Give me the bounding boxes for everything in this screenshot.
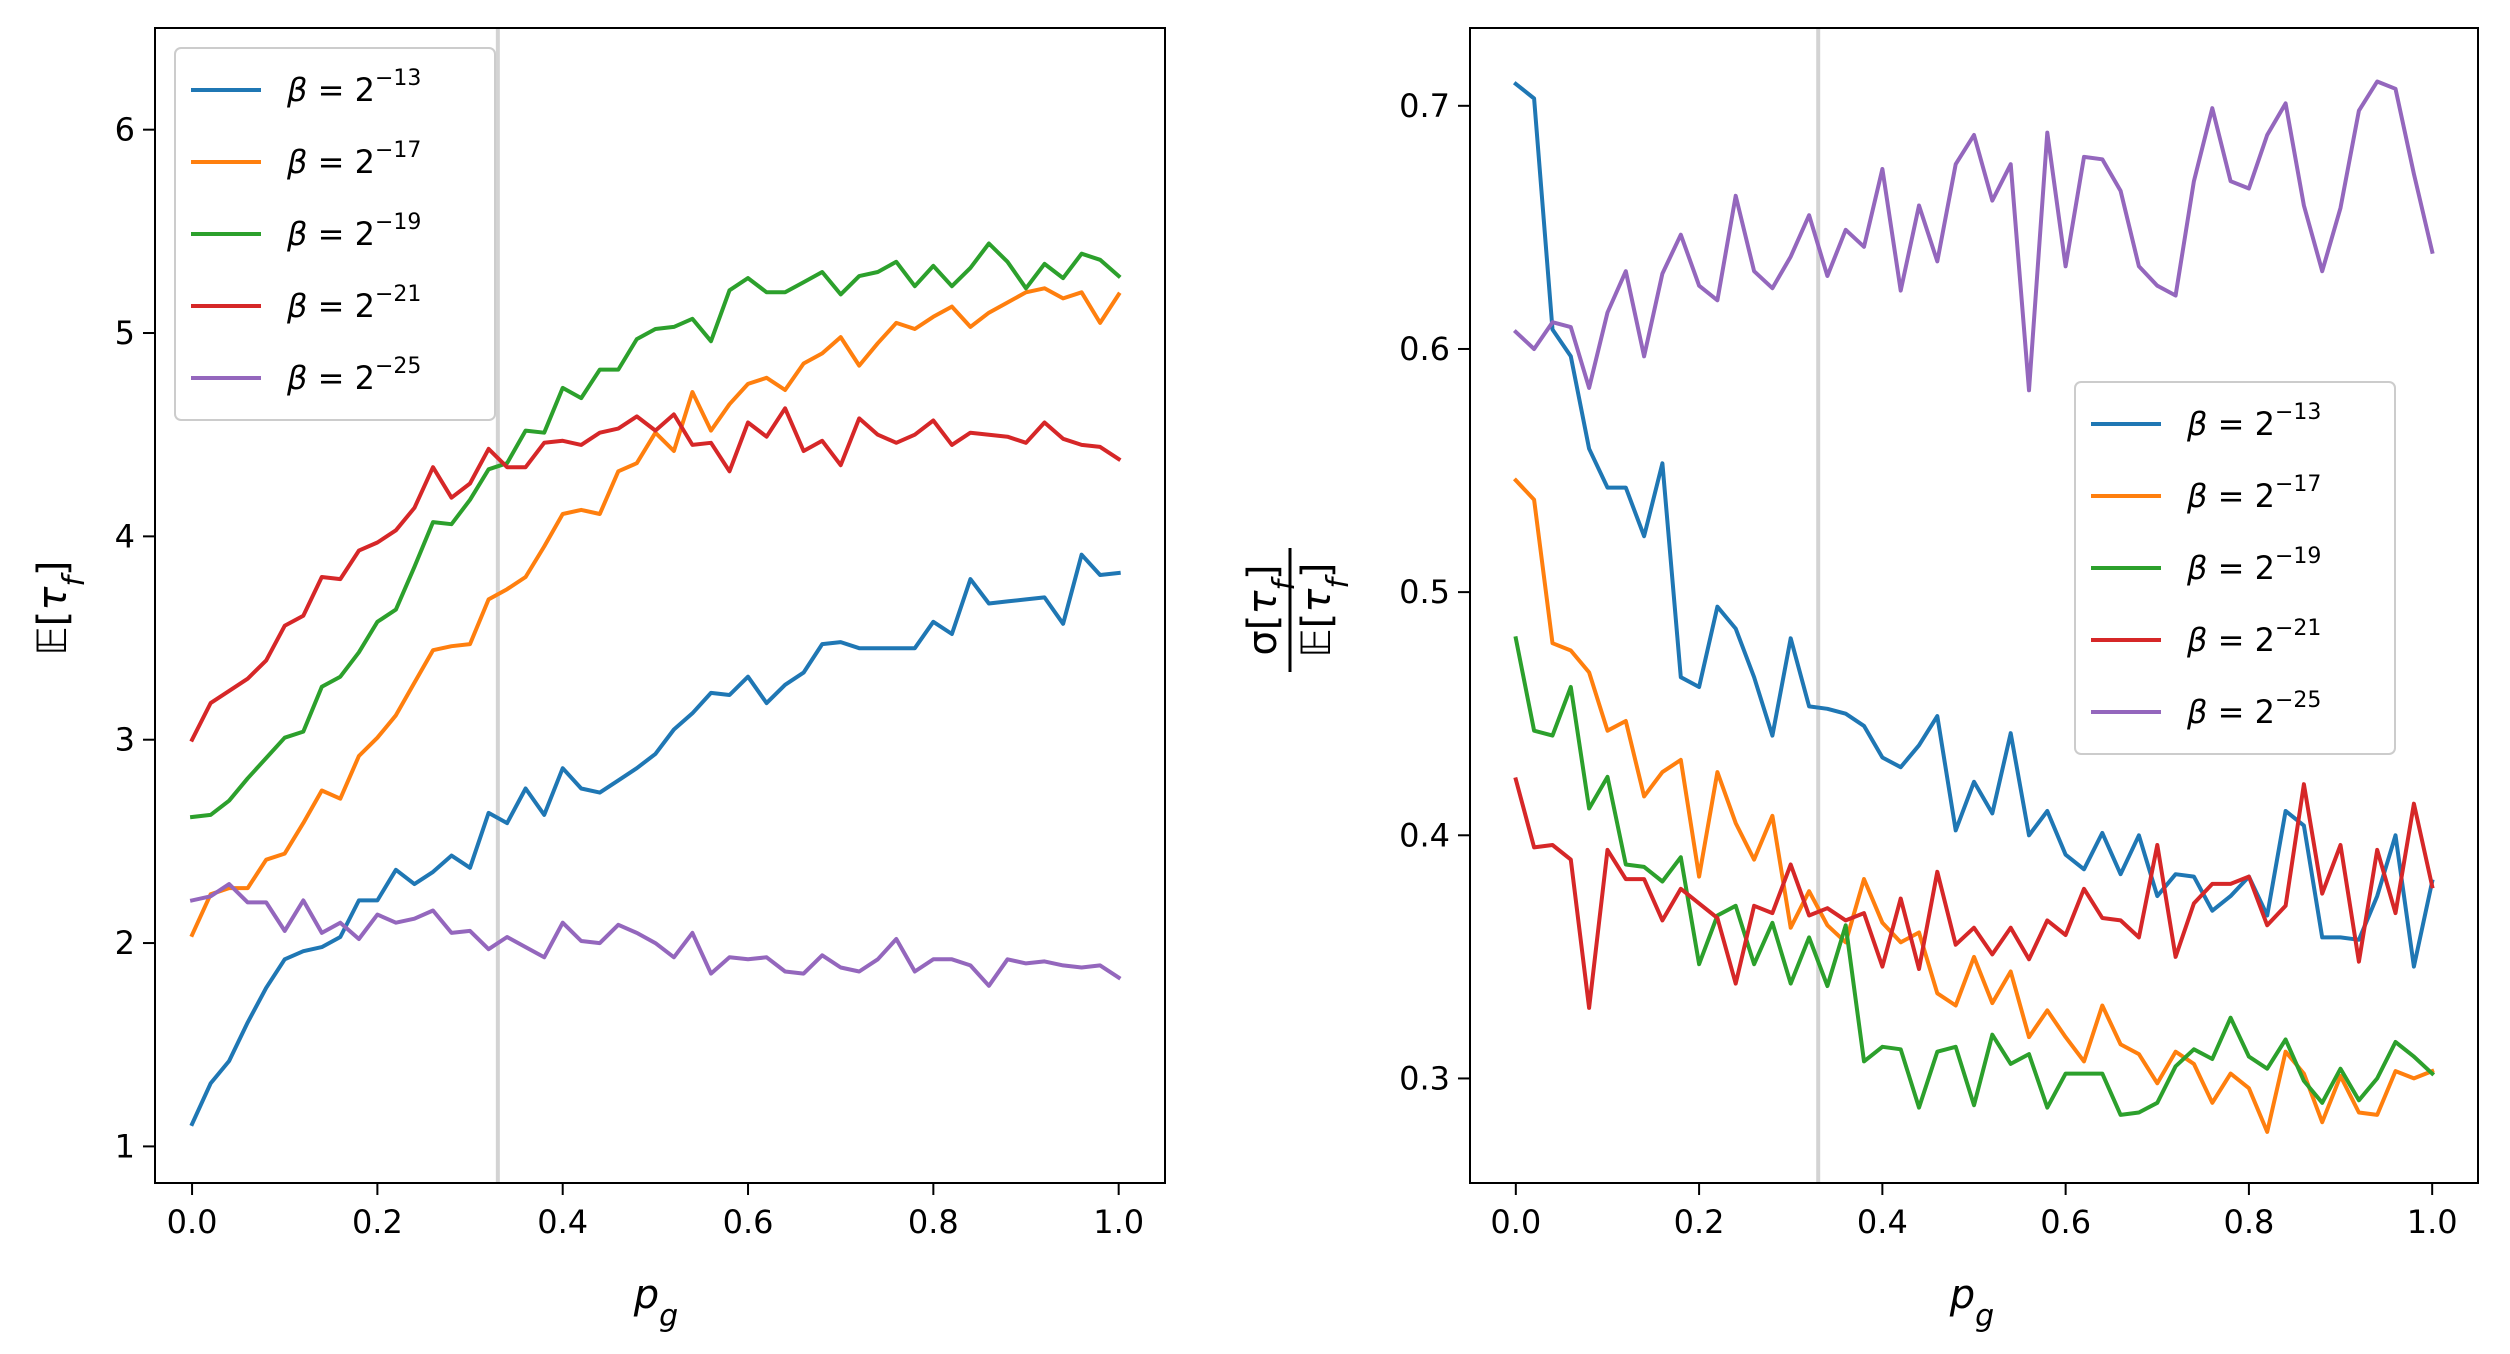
- legend-label: β = 2−25: [2186, 688, 2321, 731]
- legend-box: [2074, 381, 2396, 755]
- series-line-beta-2-minus17: [189, 286, 1122, 938]
- series-line-beta-2-minus13: [189, 552, 1121, 1127]
- left-chart-lines: [189, 28, 1122, 1183]
- series-line-beta-2-minus19: [189, 241, 1122, 820]
- legend-label: β = 2−21: [286, 282, 421, 325]
- x-tick-label: 0.6: [723, 1203, 774, 1241]
- x-tick-label: 0.0: [167, 1203, 218, 1241]
- x-tick-label: 0.8: [908, 1203, 959, 1241]
- left-chart-axes: 0.0 0.2 0.4 0.6 0.8 1.0 1 2 3 4 5 6: [115, 27, 1166, 1241]
- series-line-beta-2-minus13: [1512, 81, 2435, 969]
- legend-label: β = 2−19: [2186, 544, 2321, 587]
- y-tick-label: 0.6: [1399, 330, 1450, 368]
- legend-label: β = 2−13: [2186, 400, 2321, 443]
- right-chart-axes: 0.0 0.2 0.4 0.6 0.8 1.0 0.3 0.4 0.5 0.6 0.7: [1399, 27, 2479, 1241]
- x-tick-label: 0.6: [2040, 1203, 2091, 1241]
- series-line-beta-2-minus25: [1512, 79, 2435, 393]
- series-line-beta-2-minus17: [1512, 477, 2435, 1134]
- left-chart-legend: β = 2−13 β = 2−17 β = 2−19 β = 2−21 β = 2−25: [174, 47, 496, 421]
- legend-label: β = 2−19: [286, 210, 421, 253]
- series-line-beta-2-minus25: [189, 882, 1122, 988]
- legend-label: β = 2−17: [286, 138, 421, 181]
- x-tick-label: 0.0: [1490, 1203, 1541, 1241]
- legend-label: β = 2−21: [2186, 616, 2321, 659]
- right-chart-legend: β = 2−13 β = 2−17 β = 2−19 β = 2−21 β = 2−25: [2074, 381, 2396, 755]
- legend-label: β = 2−25: [286, 354, 421, 397]
- legend-label: β = 2−13: [286, 66, 421, 109]
- x-tick-label: 0.8: [2223, 1203, 2274, 1241]
- right-chart-lines: [1512, 28, 2436, 1183]
- y-tick-label: 3: [115, 721, 135, 759]
- y-tick-label: 0.3: [1399, 1059, 1450, 1097]
- x-tick-label: 0.4: [1857, 1203, 1908, 1241]
- y-tick-label: 2: [115, 924, 135, 962]
- y-tick-label: 1: [115, 1127, 135, 1165]
- y-tick-label: 0.4: [1399, 816, 1450, 854]
- y-tick-label: 0.5: [1399, 573, 1450, 611]
- y-tick-label: 4: [115, 517, 135, 555]
- plot-frame: [1469, 27, 2479, 1184]
- plot-frame: [154, 27, 1166, 1184]
- y-tick-label: 5: [115, 314, 135, 352]
- right-chart: 0.0 0.2 0.4 0.6 0.8 1.00.30.40.50.60.7 pg σ[τ…: [1240, 27, 2479, 1334]
- x-tick-label: 1.0: [1093, 1203, 1144, 1241]
- legend-label: β = 2−17: [2186, 472, 2321, 515]
- x-tick-label: 0.4: [537, 1203, 588, 1241]
- legend-box: [174, 47, 496, 421]
- y-tick-label: 0.7: [1399, 87, 1450, 125]
- series-line-beta-2-minus21: [1513, 776, 2435, 1010]
- x-tick-label: 0.2: [352, 1203, 403, 1241]
- series-line-beta-2-minus21: [189, 406, 1122, 743]
- series-line-beta-2-minus19: [1513, 635, 2436, 1117]
- x-tick-label: 1.0: [2407, 1203, 2458, 1241]
- right-chart-y-axis-label: σ[τf] 𝔼[τf]: [1240, 548, 1356, 672]
- x-tick-label: 0.2: [1674, 1203, 1725, 1241]
- y-tick-label: 6: [115, 111, 135, 149]
